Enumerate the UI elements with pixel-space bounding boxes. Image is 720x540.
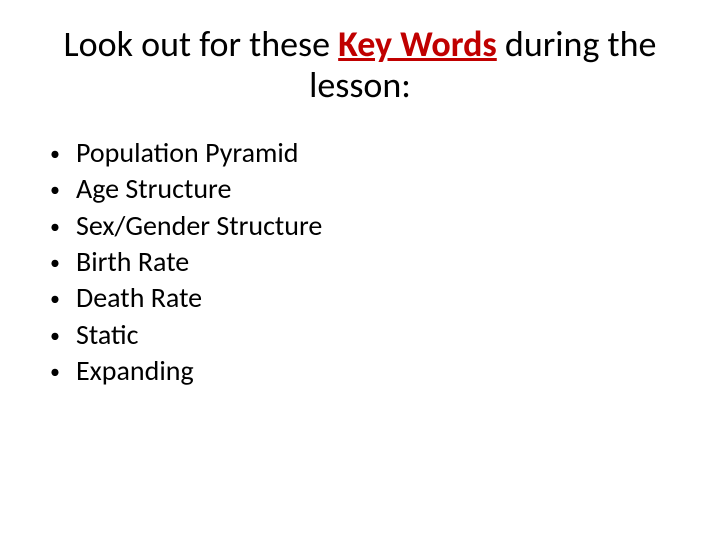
bullet-icon: •: [50, 359, 76, 385]
list-item: •Age Structure: [50, 171, 678, 207]
bullet-list: •Population Pyramid •Age Structure •Sex/…: [42, 135, 678, 390]
title-keywords: Key Words: [338, 22, 497, 66]
list-item-text: Population Pyramid: [76, 135, 298, 171]
slide: Look out for these Key Words during the …: [0, 0, 720, 540]
bullet-icon: •: [50, 286, 76, 312]
list-item: •Expanding: [50, 353, 678, 389]
list-item-text: Death Rate: [76, 280, 202, 316]
list-item: •Death Rate: [50, 280, 678, 316]
bullet-icon: •: [50, 141, 76, 167]
list-item-text: Sex/Gender Structure: [76, 208, 322, 244]
list-item: •Birth Rate: [50, 244, 678, 280]
list-item: •Population Pyramid: [50, 135, 678, 171]
bullet-icon: •: [50, 323, 76, 349]
title-pre: Look out for these: [64, 22, 339, 66]
bullet-icon: •: [50, 250, 76, 276]
list-item: •Static: [50, 317, 678, 353]
slide-title: Look out for these Key Words during the …: [42, 24, 678, 107]
bullet-icon: •: [50, 177, 76, 203]
list-item: •Sex/Gender Structure: [50, 208, 678, 244]
list-item-text: Expanding: [76, 353, 194, 389]
list-item-text: Static: [76, 317, 139, 353]
list-item-text: Age Structure: [76, 171, 231, 207]
list-item-text: Birth Rate: [76, 244, 189, 280]
bullet-icon: •: [50, 214, 76, 240]
